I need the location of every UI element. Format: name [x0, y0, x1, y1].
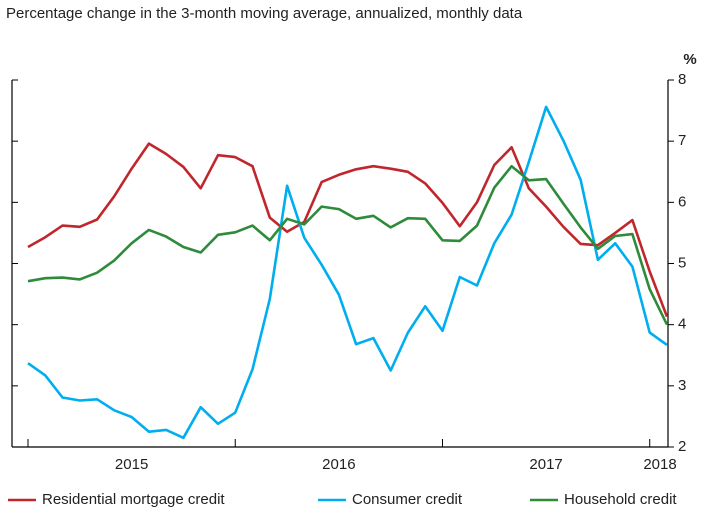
y-axis-label: %	[683, 51, 696, 68]
x-tick-label: 2015	[115, 456, 148, 473]
y-tick-label: 2	[678, 438, 686, 455]
y-tick-label: 6	[678, 193, 686, 210]
x-tick-label: 2017	[529, 456, 562, 473]
series-line	[27, 164, 669, 326]
series-line	[27, 142, 669, 318]
series-line	[27, 105, 668, 440]
y-tick-label: 7	[678, 132, 686, 149]
y-tick-label: 8	[678, 71, 686, 88]
legend-label: Residential mortgage credit	[42, 491, 225, 508]
y-tick-label: 4	[678, 316, 686, 333]
legend-label: Consumer credit	[352, 491, 463, 508]
legend-label: Household credit	[564, 491, 677, 508]
y-tick-label: 5	[678, 254, 686, 271]
y-tick-label: 3	[678, 377, 686, 394]
x-tick-label: 2018	[643, 456, 676, 473]
x-tick-label: 2016	[322, 456, 355, 473]
chart-title: Percentage change in the 3-month moving …	[6, 5, 523, 22]
